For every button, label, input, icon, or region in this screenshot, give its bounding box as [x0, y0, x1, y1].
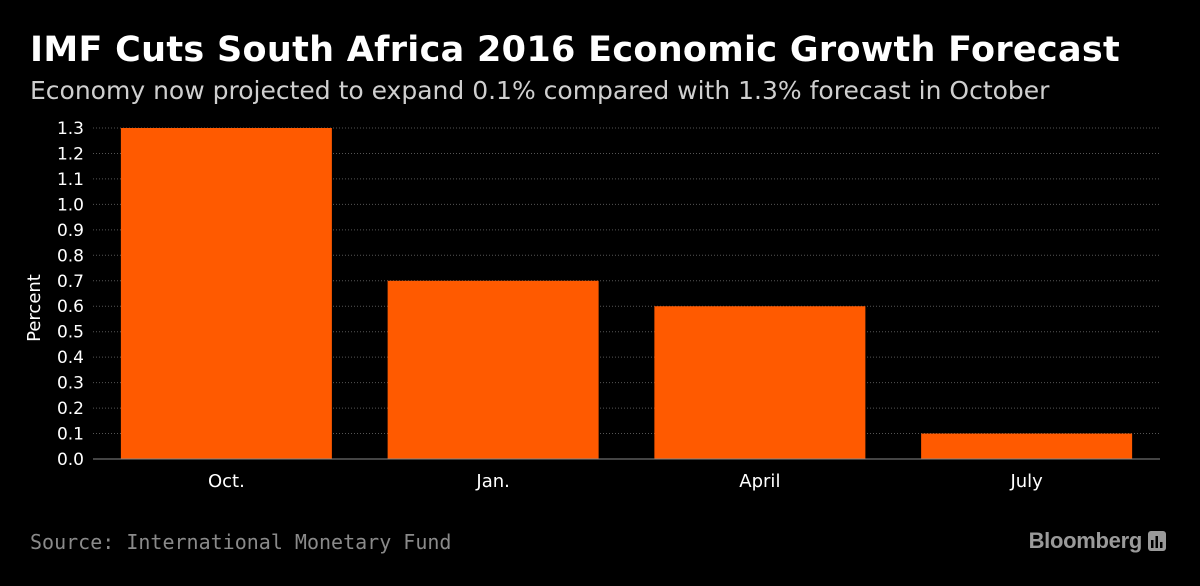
bar-oct	[120, 128, 332, 459]
bar-april	[654, 306, 866, 459]
bars	[120, 128, 1133, 459]
source-note: Source: International Monetary Fund	[30, 530, 452, 554]
x-tick-label: July	[1009, 471, 1043, 492]
y-axis-label: Percent	[24, 274, 45, 342]
y-tick-label: 1.3	[57, 119, 84, 139]
x-tick-labels: Oct. Jan. April July	[208, 471, 1043, 492]
y-tick-label: 0.1	[57, 425, 84, 445]
chart-title: IMF Cuts South Africa 2016 Economic Grow…	[30, 30, 1121, 70]
y-tick-label: 0.2	[57, 399, 84, 419]
y-tick-label: 1.0	[57, 195, 84, 215]
y-tick-label: 0.0	[57, 450, 84, 470]
y-tick-label: 1.1	[57, 170, 84, 190]
y-tick-label: 0.6	[57, 297, 84, 317]
bloomberg-logo: Bloomberg	[1029, 528, 1166, 554]
chart-subtitle: Economy now projected to expand 0.1% com…	[30, 76, 1050, 105]
bar-july	[921, 433, 1133, 459]
brand-name: Bloomberg	[1028, 528, 1143, 553]
x-tick-label: April	[739, 471, 780, 492]
bar-jan	[387, 280, 599, 459]
x-tick-label: Jan.	[475, 471, 509, 492]
x-tick-label: Oct.	[208, 471, 245, 492]
y-tick-label: 0.4	[57, 348, 84, 368]
y-tick-label: 0.7	[57, 272, 84, 292]
y-tick-label: 0.8	[57, 246, 84, 266]
y-tick-label: 0.5	[57, 323, 84, 343]
y-tick-labels: 0.0 0.1 0.2 0.3 0.4 0.5 0.6 0.7 0.8 0.9 1.0 1.1 1.2 1…	[57, 119, 84, 470]
y-tick-label: 0.3	[57, 374, 84, 394]
y-tick-label: 1.2	[57, 144, 84, 164]
bloomberg-chart-icon	[1148, 531, 1166, 551]
y-tick-label: 0.9	[57, 221, 84, 241]
